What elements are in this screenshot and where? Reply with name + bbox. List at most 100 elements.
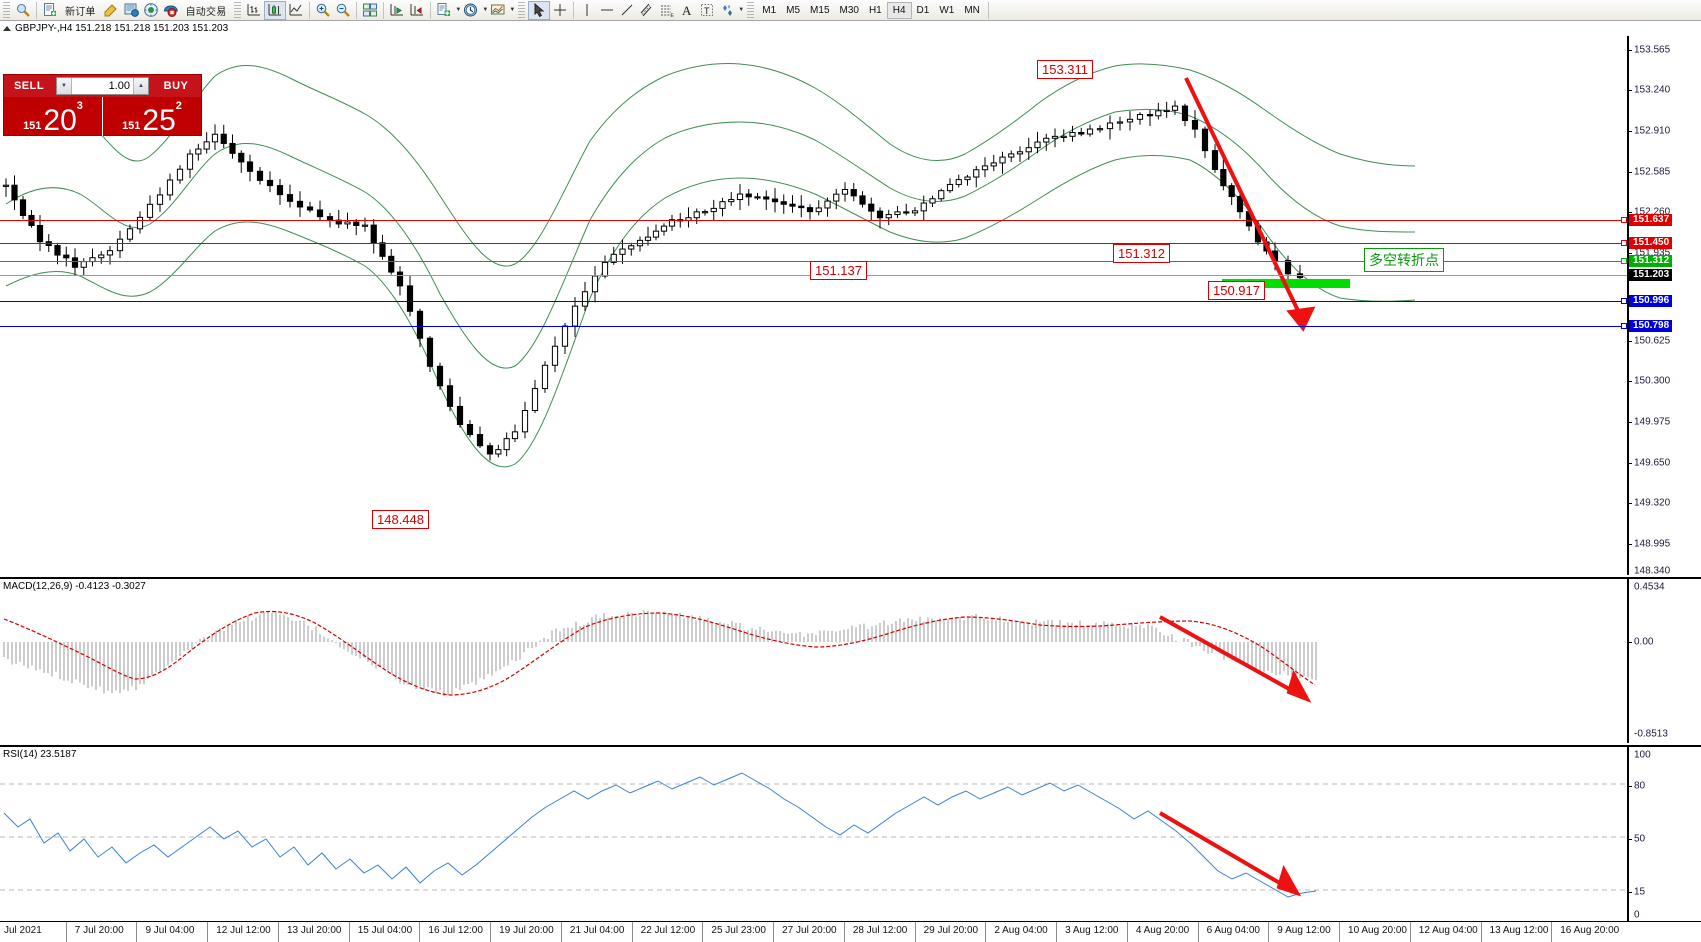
price-tag-151637[interactable]: 151.637 xyxy=(1629,214,1673,226)
price-tag-150798[interactable]: 150.798 xyxy=(1629,320,1673,332)
time-axis-separator xyxy=(1197,922,1199,942)
cursor-icon[interactable] xyxy=(528,0,551,20)
chart-shift-icon[interactable] xyxy=(407,1,427,20)
volume-value[interactable]: 1.00 xyxy=(108,80,130,92)
zoom-in-icon[interactable] xyxy=(313,1,333,20)
level-handle-151637[interactable] xyxy=(1621,217,1627,223)
macd-plot-area[interactable] xyxy=(0,579,1627,743)
timeframe-mn[interactable]: MN xyxy=(964,4,980,16)
toolbar-separator-8 xyxy=(987,1,989,19)
level-handle-151312[interactable] xyxy=(1621,258,1627,264)
macd-pane[interactable]: MACD(12,26,9) -0.4123 -0.3027 0.4534 0.0… xyxy=(0,577,1701,743)
crosshair-icon[interactable] xyxy=(550,1,570,20)
volume-stepper[interactable]: ▼ 1.00 ▲ xyxy=(56,77,149,95)
chevron-down-icon-3[interactable]: ▼ xyxy=(509,7,516,13)
level-line-151450[interactable] xyxy=(0,243,1627,244)
timeframe-m30[interactable]: M30 xyxy=(839,4,859,16)
rsi-pane[interactable]: RSI(14) 23.5187 100 80 50 15 0 xyxy=(0,745,1701,921)
auto-scroll-icon[interactable] xyxy=(387,1,407,20)
vertical-line-icon[interactable] xyxy=(577,1,597,20)
macd-axis-line xyxy=(1627,579,1629,743)
price-tag-150996[interactable]: 150.996 xyxy=(1629,295,1673,307)
candlestick-chart-icon[interactable] xyxy=(264,0,287,20)
price-pane[interactable]: 153.565 153.240 152.910 152.585 152.260 … xyxy=(0,36,1701,577)
autotrading-label[interactable]: 自动交易 xyxy=(185,6,227,18)
timeframe-h1[interactable]: H1 xyxy=(868,4,882,16)
one-click-trading-panel[interactable]: SELL ▼ 1.00 ▲ BUY 151 20 3 151 25 2 xyxy=(3,74,202,136)
chevron-down-icon-4[interactable]: ▼ xyxy=(738,7,745,13)
level-line-151637[interactable] xyxy=(0,220,1627,221)
terminal-icon[interactable] xyxy=(121,1,141,20)
octp-quotes: 151 20 3 151 25 2 xyxy=(4,97,201,136)
timeframe-w1[interactable]: W1 xyxy=(939,4,955,16)
bar-chart-icon[interactable] xyxy=(244,1,264,20)
annotation-label-151137[interactable]: 151.137 xyxy=(810,261,867,280)
line-chart-icon[interactable] xyxy=(286,1,306,20)
timeframe-m1[interactable]: M1 xyxy=(762,4,777,16)
navigator-icon[interactable] xyxy=(141,1,161,20)
volume-decrease-icon[interactable]: ▼ xyxy=(57,78,72,94)
time-axis[interactable]: Jul 2021 7 Jul 20:00 9 Jul 04:00 12 Jul 12:… xyxy=(0,921,1701,942)
level-line-150996[interactable] xyxy=(0,301,1627,302)
chevron-down-icon[interactable]: ▼ xyxy=(455,7,462,13)
price-plot-area[interactable] xyxy=(0,36,1627,575)
rsi-plot-area[interactable] xyxy=(0,747,1627,921)
magnifier-icon[interactable] xyxy=(13,1,33,20)
main-toolbar[interactable]: 新订单 自动交易 ▼ ▼ xyxy=(0,0,1701,21)
timeframe-d1[interactable]: D1 xyxy=(916,4,930,16)
objects-icon[interactable] xyxy=(717,1,737,20)
charts-tile-icon[interactable] xyxy=(360,1,380,20)
level-line-150798[interactable] xyxy=(0,326,1627,327)
price-chart-svg xyxy=(2,63,1416,468)
timeframe-m15[interactable]: M15 xyxy=(810,4,830,16)
annotation-label-153311[interactable]: 153.311 xyxy=(1037,60,1094,79)
time-axis-label: 16 Jul 12:00 xyxy=(428,925,483,936)
level-handle-150798[interactable] xyxy=(1621,323,1627,329)
time-axis-separator xyxy=(136,922,138,942)
annotation-label-150917[interactable]: 150.917 xyxy=(1208,281,1265,300)
octp-header[interactable]: SELL ▼ 1.00 ▲ BUY xyxy=(4,75,201,97)
price-tick-label: 152.585 xyxy=(1634,166,1671,178)
rsi-tick-label: 100 xyxy=(1634,749,1651,761)
buy-quote[interactable]: 151 25 2 xyxy=(103,97,201,136)
level-handle-151450[interactable] xyxy=(1621,240,1627,246)
timeframe-h4[interactable]: H4 xyxy=(886,1,912,19)
indicators-icon[interactable] xyxy=(434,1,454,20)
trendline-icon[interactable] xyxy=(617,1,637,20)
annotation-label-151312[interactable]: 151.312 xyxy=(1113,244,1170,263)
annotation-turning-point[interactable]: 多空转折点 xyxy=(1364,248,1444,272)
volume-increase-icon[interactable]: ▲ xyxy=(133,78,148,94)
zoom-out-icon[interactable] xyxy=(333,1,353,20)
price-tag-151450[interactable]: 151.450 xyxy=(1629,237,1673,249)
toolbar-grip-2[interactable] xyxy=(234,1,242,19)
chart-symbol-text: GBPJPY-,H4 151.218 151.218 151.203 151.2… xyxy=(15,23,229,34)
fibonacci-retracement-icon[interactable]: E xyxy=(657,1,677,20)
text-icon[interactable]: A xyxy=(677,1,697,20)
toolbar-grip-3[interactable] xyxy=(518,1,526,19)
chart-collapse-icon[interactable] xyxy=(3,26,11,31)
autotrading-button[interactable] xyxy=(161,1,181,20)
timeframe-m5[interactable]: M5 xyxy=(786,4,801,16)
toolbar-grip[interactable] xyxy=(3,1,10,19)
metaeditor-icon[interactable] xyxy=(101,1,121,20)
new-order-label[interactable]: 新订单 xyxy=(65,6,96,18)
templates-icon[interactable] xyxy=(488,1,508,20)
text-label-icon[interactable]: T xyxy=(697,1,717,20)
sell-quote[interactable]: 151 20 3 xyxy=(4,97,103,136)
annotation-label-148448[interactable]: 148.448 xyxy=(372,510,429,529)
horizontal-line-icon[interactable] xyxy=(597,1,617,20)
chevron-down-icon-2[interactable]: ▼ xyxy=(482,7,489,13)
price-tag-151312[interactable]: 151.312 xyxy=(1629,255,1673,267)
period-icon[interactable] xyxy=(461,1,481,20)
time-axis-separator xyxy=(1268,922,1270,942)
buy-price-prefix: 151 xyxy=(122,120,141,132)
new-order-button[interactable] xyxy=(40,1,60,20)
sell-button[interactable]: SELL xyxy=(13,80,45,92)
toolbar-grip-4[interactable] xyxy=(747,1,755,19)
time-axis-label: 6 Aug 04:00 xyxy=(1206,925,1260,936)
buy-button[interactable]: BUY xyxy=(163,80,189,92)
rsi-pane-title: RSI(14) 23.5187 xyxy=(3,749,77,760)
equidistant-channel-icon[interactable] xyxy=(637,1,657,20)
level-handle-150996[interactable] xyxy=(1621,298,1627,304)
toolbar-separator-7 xyxy=(573,1,575,19)
